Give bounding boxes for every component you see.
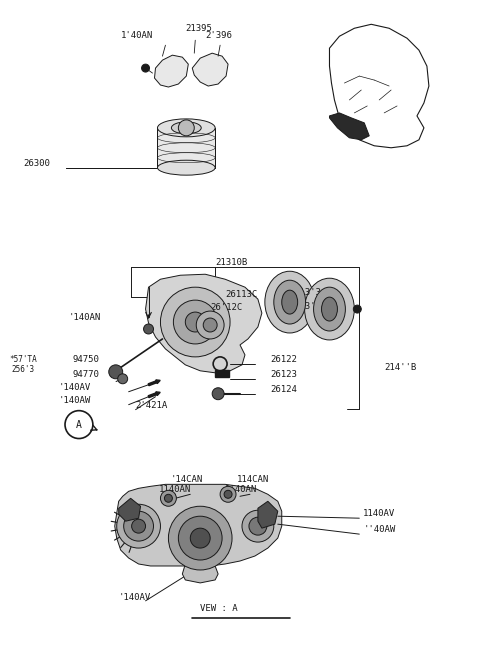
Circle shape [160,287,230,357]
Circle shape [118,374,128,384]
Polygon shape [145,274,262,373]
Text: '140AW: '140AW [59,396,91,405]
Text: A: A [76,420,82,430]
Text: 21310B: 21310B [215,258,247,267]
Text: VEW : A: VEW : A [200,604,238,613]
Text: 256'3: 256'3 [12,365,35,374]
Polygon shape [192,53,228,86]
Text: *57'TA: *57'TA [9,355,37,364]
Circle shape [212,388,224,399]
Text: '140AN: '140AN [69,313,101,322]
Text: 1140AN: 1140AN [158,486,191,494]
Circle shape [190,528,210,548]
Ellipse shape [313,287,346,331]
Text: 26122: 26122 [270,355,297,364]
Polygon shape [119,498,141,521]
Circle shape [132,519,145,533]
Text: 94750: 94750 [73,355,100,364]
Circle shape [165,494,172,502]
Ellipse shape [274,280,306,324]
Circle shape [142,64,150,72]
Circle shape [220,486,236,502]
Bar [157,128,215,168]
Polygon shape [258,501,278,528]
Circle shape [179,516,222,560]
Text: '14CAN: '14CAN [170,475,203,484]
Polygon shape [115,484,282,566]
Polygon shape [182,564,218,583]
Ellipse shape [282,290,298,314]
Text: '140AV: '140AV [59,383,91,392]
Text: 26124: 26124 [270,385,297,394]
Text: 2'396: 2'396 [205,32,232,40]
Circle shape [196,311,224,339]
Text: 2'421A: 2'421A [136,401,168,410]
Circle shape [224,490,232,498]
Ellipse shape [157,160,215,175]
Text: ''40AW: ''40AW [363,525,396,534]
Text: 114CAN: 114CAN [237,475,269,484]
Polygon shape [329,113,369,140]
Text: 26113C: 26113C [225,290,257,299]
Ellipse shape [305,278,354,340]
Circle shape [185,312,205,332]
Circle shape [168,507,232,570]
Circle shape [109,365,123,379]
Text: 21395: 21395 [185,24,212,34]
Bar [215,370,229,377]
Text: '140AV: '140AV [119,593,151,602]
Text: 2'3'3: 2'3'3 [295,288,322,297]
Circle shape [242,510,274,542]
FancyArrow shape [148,392,160,397]
Circle shape [353,305,361,313]
Text: 94770: 94770 [73,370,100,379]
Ellipse shape [322,297,337,321]
Text: 2'3'4: 2'3'4 [295,302,322,311]
Circle shape [173,300,217,344]
Polygon shape [155,55,188,87]
Text: 26'12C: 26'12C [210,303,242,312]
Ellipse shape [157,119,215,137]
Circle shape [160,490,176,507]
Text: 1'40AN: 1'40AN [120,32,153,40]
Circle shape [117,505,160,548]
Text: 1'40AN: 1'40AN [225,486,257,494]
Circle shape [124,511,154,541]
Circle shape [249,517,267,535]
Text: 1140AV: 1140AV [363,509,396,518]
Text: 214''B: 214''B [384,363,417,372]
Circle shape [179,120,194,136]
Ellipse shape [171,122,201,134]
Text: 26300: 26300 [23,159,50,168]
Text: 26123: 26123 [270,370,297,379]
Circle shape [144,324,154,334]
Ellipse shape [265,271,314,333]
Circle shape [203,318,217,332]
FancyArrow shape [148,380,160,386]
